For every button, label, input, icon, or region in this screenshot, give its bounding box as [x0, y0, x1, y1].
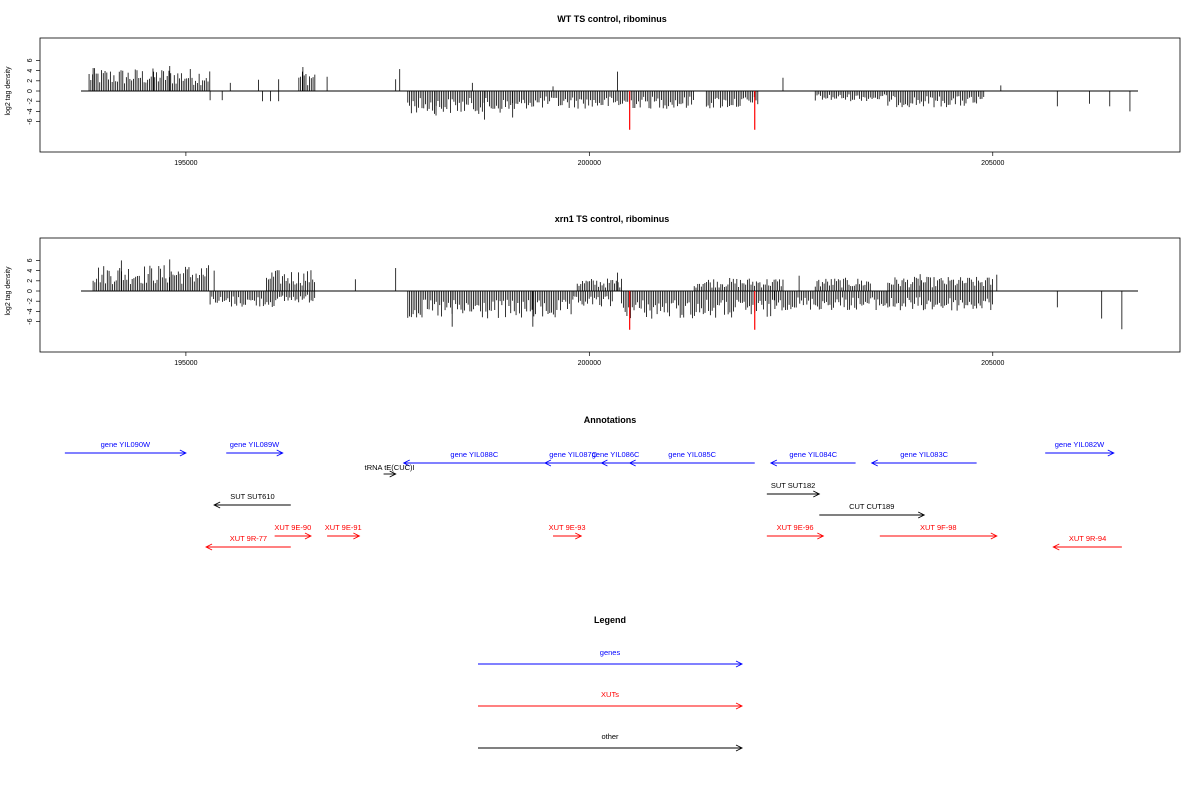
- bar-series: [92, 259, 1123, 330]
- annotation-label: gene YIL084C: [789, 450, 837, 459]
- annotation-label: gene YIL090W: [101, 440, 151, 449]
- legend-label: genes: [600, 648, 621, 657]
- annotation-label: CUT CUT189: [849, 502, 894, 511]
- annotation-arrowhead: [543, 459, 552, 467]
- x-tick-label: 205000: [981, 360, 1004, 367]
- y-tick-label: 0: [27, 289, 34, 293]
- annotation-label: gene YIL086C: [592, 450, 640, 459]
- plot-frame: [39, 237, 1181, 353]
- annotation-arrowhead: [817, 532, 825, 540]
- annotation-arrowhead: [870, 459, 878, 467]
- annotation-label: tRNA tE(CUC)I: [365, 463, 415, 472]
- annotation-label: gene YIL085C: [668, 450, 716, 459]
- annotation-label: SUT SUT610: [230, 492, 274, 501]
- y-tick-label: -4: [27, 308, 34, 314]
- annotations-title: Annotations: [584, 415, 637, 425]
- y-tick-label: -6: [27, 318, 34, 324]
- annotation-arrowhead: [628, 459, 636, 467]
- annotation-label: XUT 9R-94: [1069, 534, 1106, 543]
- legend-arrowhead: [735, 702, 744, 710]
- bar-series: [88, 66, 1131, 130]
- annotation-track: gene YIL090W gene YIL089W gene YIL088C gene…: [64, 440, 1122, 551]
- annotation-label: SUT SUT182: [771, 481, 815, 490]
- annotation-label: XUT 9E-90: [274, 523, 311, 532]
- annotation-arrowhead: [389, 470, 397, 478]
- y-tick-label: 0: [27, 89, 34, 93]
- annotation-label: gene YIL087C: [549, 450, 597, 459]
- x-tick-label: 195000: [174, 360, 197, 367]
- chart-panel-1: -6 -4 -2 0 2 4 6 log2 tag density 195000 200000 20…: [5, 37, 1181, 167]
- annotation-label: gene YIL088C: [450, 450, 498, 459]
- annotation-arrowhead: [990, 532, 998, 540]
- x-tick-label: 205000: [981, 160, 1004, 167]
- y-tick-label: 4: [27, 269, 34, 273]
- y-tick-label: -2: [27, 298, 34, 304]
- plot-frame: [39, 37, 1181, 153]
- chart-title: xrn1 TS control, ribominus: [555, 214, 670, 224]
- annotation-label: gene YIL082W: [1055, 440, 1105, 449]
- legend: genes XUTs other: [478, 648, 744, 752]
- chart-title: WT TS control, ribominus: [557, 14, 667, 24]
- annotation-label: XUT 9E-91: [325, 523, 362, 532]
- annotation-arrowhead: [213, 501, 221, 509]
- legend-label: other: [601, 732, 619, 741]
- legend-title: Legend: [594, 615, 626, 625]
- legend-label: XUTs: [601, 690, 619, 699]
- annotation-arrowhead: [276, 449, 284, 457]
- y-tick-label: 4: [27, 69, 34, 73]
- annotation-label: XUT 9E-93: [549, 523, 586, 532]
- annotation-label: XUT 9F-98: [920, 523, 957, 532]
- annotation-arrowhead: [304, 532, 312, 540]
- annotation-arrowhead: [917, 511, 926, 519]
- legend-arrowhead: [735, 744, 744, 752]
- annotation-label: XUT 9R-77: [230, 534, 267, 543]
- y-tick-label: 2: [27, 279, 34, 283]
- y-axis-label: log2 tag density: [5, 66, 12, 116]
- y-tick-label: -6: [27, 118, 34, 124]
- annotation-arrowhead: [575, 532, 583, 540]
- y-tick-label: -4: [27, 108, 34, 114]
- chart-panel-2: -6 -4 -2 0 2 4 6 log2 tag density 195000 200000 20…: [5, 237, 1181, 367]
- x-tick-label: 195000: [174, 160, 197, 167]
- annotation-arrowhead: [402, 459, 410, 467]
- annotation-arrowhead: [769, 459, 778, 467]
- y-tick-label: -2: [27, 98, 34, 104]
- x-tick-label: 200000: [578, 360, 601, 367]
- y-axis-label: log2 tag density: [5, 266, 12, 316]
- annotation-arrowhead: [813, 490, 821, 498]
- annotation-label: XUT 9E-96: [777, 523, 814, 532]
- y-tick-label: 2: [27, 79, 34, 83]
- y-tick-label: 6: [27, 258, 34, 262]
- annotation-label: gene YIL089W: [230, 440, 280, 449]
- y-tick-label: 6: [27, 58, 34, 62]
- annotation-arrowhead: [205, 543, 213, 551]
- annotation-arrowhead: [353, 532, 361, 540]
- annotation-arrowhead: [600, 459, 608, 467]
- annotation-arrowhead: [1052, 543, 1060, 551]
- legend-arrowhead: [735, 660, 744, 668]
- annotation-label: gene YIL083C: [900, 450, 948, 459]
- annotation-arrowhead: [179, 449, 187, 457]
- annotation-arrowhead: [1107, 449, 1115, 457]
- x-tick-label: 200000: [578, 160, 601, 167]
